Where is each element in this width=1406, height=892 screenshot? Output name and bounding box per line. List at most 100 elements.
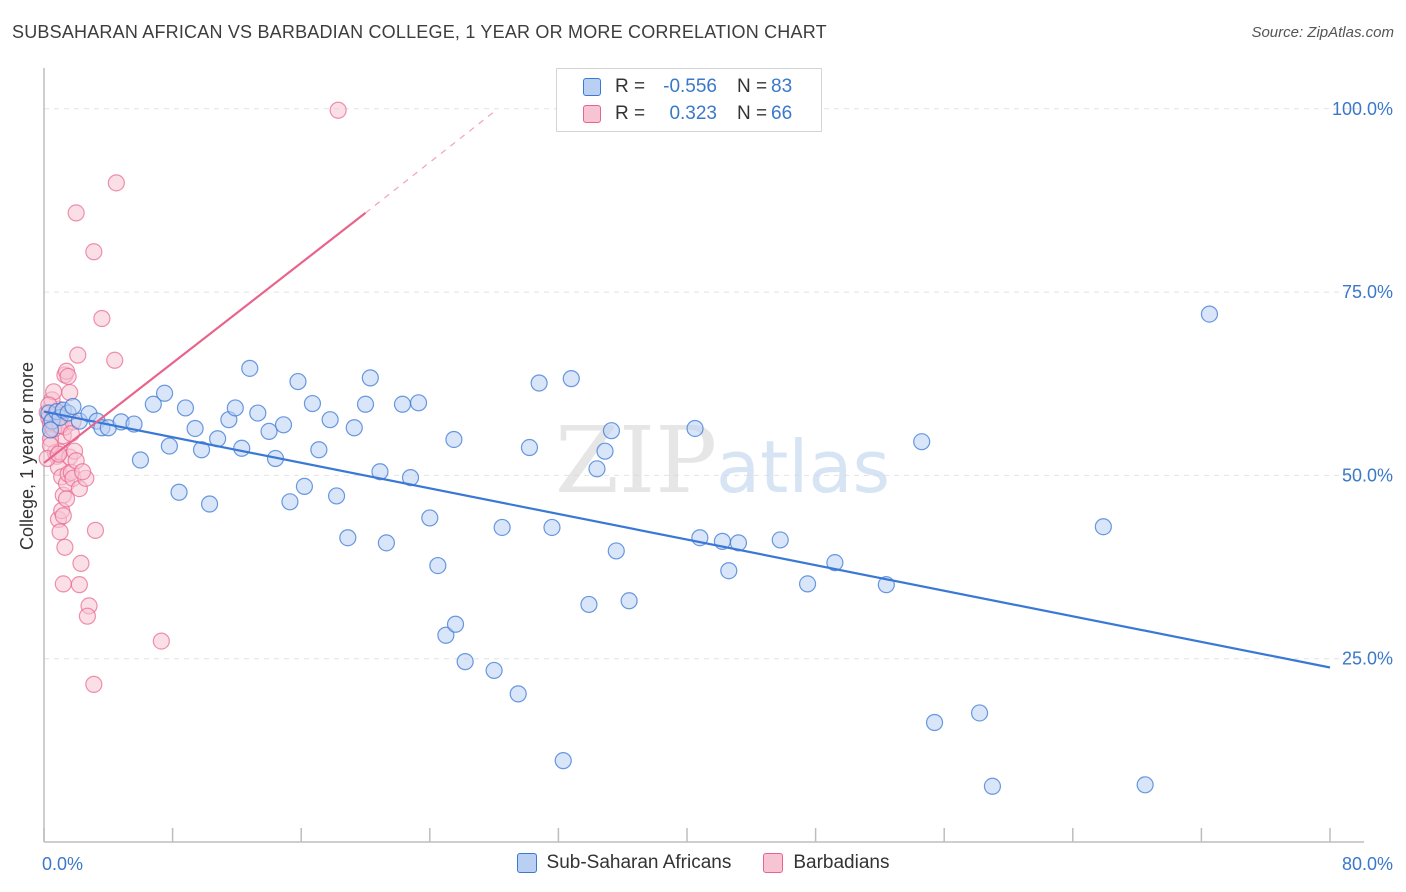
- subsaharan-point: [421, 509, 439, 527]
- legend-r-value: -0.556: [663, 76, 717, 97]
- barbadian-point: [54, 507, 72, 525]
- subsaharan-point: [970, 704, 989, 722]
- watermark-atlas: atlas: [716, 425, 890, 509]
- subsaharan-point: [485, 661, 503, 680]
- subsaharan-point: [429, 556, 447, 575]
- legend-n-value: 83: [771, 76, 793, 97]
- legend-n-label: N =: [737, 103, 768, 124]
- subsaharan-point: [554, 752, 572, 770]
- x-tick-label: 0.0%: [42, 854, 83, 874]
- legend-n-label: N =: [737, 76, 768, 97]
- subsaharan-point: [530, 374, 548, 392]
- subsaharan-point: [295, 477, 314, 495]
- subsaharan-point: [983, 777, 1002, 795]
- subsaharan-point: [289, 372, 307, 391]
- barbadian-point: [59, 367, 77, 386]
- legend-swatch-blue: [583, 78, 601, 96]
- barbadian-point: [67, 204, 85, 222]
- source-label: Source: ZipAtlas.com: [1251, 24, 1394, 41]
- subsaharan-point: [493, 518, 511, 537]
- subsaharan-point: [543, 518, 561, 537]
- bottom-legend-swatch-pink: [763, 853, 784, 873]
- subsaharan-point: [798, 575, 817, 593]
- subsaharan-point: [456, 653, 474, 671]
- barbadian-point: [106, 351, 124, 369]
- subsaharan-point: [356, 395, 375, 413]
- subsaharan-point: [233, 439, 251, 457]
- subsaharan-point: [596, 442, 614, 460]
- subsaharan-point: [41, 421, 60, 439]
- subsaharan-point: [602, 422, 621, 440]
- subsaharan-point: [310, 441, 328, 459]
- subsaharan-point: [580, 595, 598, 614]
- subsaharan-point: [377, 534, 395, 552]
- barbadians-points: [38, 101, 347, 693]
- x-tick-label: 80.0%: [1342, 854, 1393, 874]
- subsaharan-point: [771, 531, 789, 549]
- subsaharan-point: [226, 399, 244, 417]
- subsaharan-point: [345, 419, 363, 437]
- subsaharan-point: [520, 438, 539, 457]
- subsaharan-point: [913, 433, 931, 451]
- bottom-legend-label: Barbadians: [793, 852, 890, 873]
- subsaharan-point: [186, 419, 204, 438]
- legend-r-label: R =: [615, 76, 646, 97]
- y-tick-label: 25.0%: [1342, 649, 1393, 669]
- barbadian-point: [51, 523, 69, 541]
- barbadian-point: [78, 607, 97, 625]
- y-axis-label: College, 1 year or more: [17, 362, 37, 550]
- barbadian-point: [57, 490, 76, 508]
- barbadian-point: [73, 463, 92, 481]
- barbadian-point: [107, 174, 125, 192]
- y-tick-label: 75.0%: [1342, 282, 1393, 302]
- barbadian-point: [72, 554, 90, 572]
- subsaharan-point: [925, 713, 944, 732]
- bottom-legend: Sub-Saharan Africans Barbadians: [0, 852, 1406, 874]
- legend-r-label: R =: [615, 103, 646, 124]
- subsaharan-point: [361, 369, 379, 387]
- subsaharan-point: [281, 493, 299, 511]
- subsaharan-point: [445, 430, 463, 449]
- subsaharan-trend-line: [43, 410, 1331, 669]
- y-tick-label: 100.0%: [1332, 99, 1393, 119]
- subsaharan-point: [327, 487, 346, 505]
- barbadian-point: [93, 309, 111, 328]
- bottom-legend-label: Sub-Saharan Africans: [546, 852, 732, 873]
- subsaharan-point: [200, 495, 219, 513]
- chart-title: SUBSAHARAN AFRICAN VS BARBADIAN COLLEGE,…: [12, 22, 827, 42]
- legend-swatch-pink: [583, 105, 601, 123]
- subsaharan-point: [274, 416, 293, 434]
- legend-r-value: 0.323: [669, 103, 717, 124]
- grid-lines: [44, 108, 1364, 660]
- subsaharan-point: [176, 399, 195, 417]
- legend-row-barbadian: R = 0.323 N = 66: [583, 102, 792, 126]
- barbadian-point: [85, 675, 103, 693]
- subsaharan-point: [1200, 305, 1219, 323]
- bottom-legend-subsaharan: Sub-Saharan Africans: [516, 852, 732, 874]
- subsaharan-points: [40, 305, 1219, 795]
- subsaharan-point: [720, 562, 738, 580]
- legend: R = -0.556 N = 83 R = 0.323 N = 66: [556, 68, 822, 132]
- subsaharan-point: [393, 395, 412, 413]
- barbadian-trend-extension: [365, 111, 495, 214]
- barbadian-point: [69, 346, 87, 364]
- subsaharan-point: [409, 394, 428, 412]
- barbadian-point: [61, 383, 79, 402]
- barbadian-point: [56, 538, 74, 556]
- subsaharan-point: [260, 422, 278, 441]
- subsaharan-point: [620, 592, 638, 610]
- subsaharan-point: [160, 437, 178, 455]
- barbadian-point: [49, 445, 68, 463]
- barbadian-point: [85, 243, 103, 261]
- legend-row-subsaharan: R = -0.556 N = 83: [583, 75, 792, 99]
- subsaharan-point: [131, 451, 150, 469]
- subsaharan-point: [321, 411, 339, 429]
- bottom-legend-barbadian: Barbadians: [763, 852, 889, 874]
- trend-lines: [43, 111, 1331, 669]
- subsaharan-point: [170, 483, 188, 501]
- subsaharan-point: [303, 394, 322, 413]
- barbadian-point: [86, 521, 105, 539]
- subsaharan-point: [192, 441, 211, 459]
- subsaharan-point: [562, 370, 580, 388]
- tick-labels: 25.0% 50.0% 75.0% 100.0% 0.0% 80.0%: [42, 99, 1393, 874]
